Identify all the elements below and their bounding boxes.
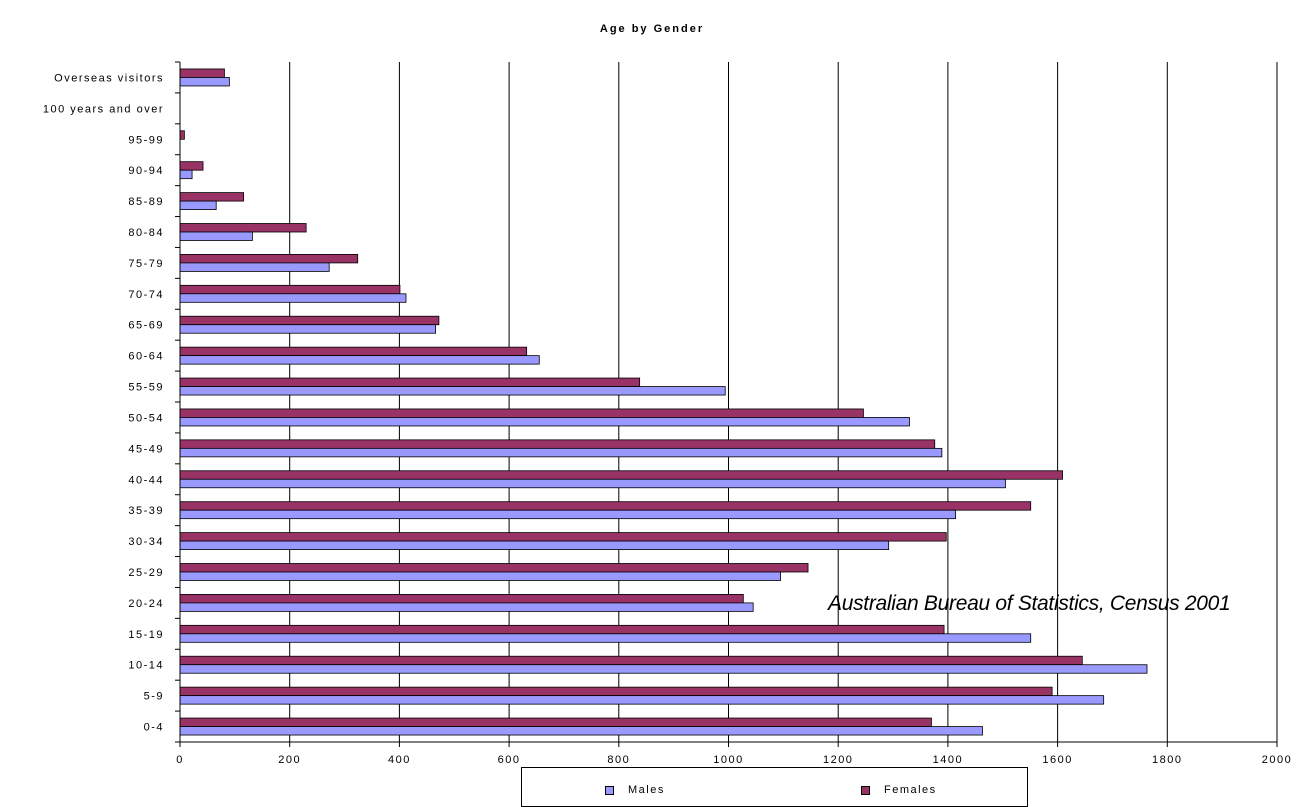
bar-females: [179, 284, 401, 295]
bar-males: [179, 324, 437, 334]
legend-label-males: Males: [628, 784, 665, 796]
bar-females: [179, 130, 185, 140]
category-label: 90-94: [128, 165, 164, 177]
category-label: 25-29: [128, 567, 164, 579]
bar-males: [179, 262, 330, 272]
legend-item-females: Females: [861, 784, 937, 796]
chart-title: Age by Gender: [599, 23, 705, 35]
legend-item-males: Males: [605, 784, 665, 796]
legend-swatch-males: [605, 785, 614, 795]
category-label: 55-59: [128, 382, 164, 394]
bar-females: [179, 501, 1032, 511]
bar-females: [179, 192, 245, 202]
bar-males: [179, 417, 910, 427]
gridlines: [289, 62, 1278, 742]
bar-males: [179, 355, 540, 365]
legend-swatch-females: [861, 785, 870, 795]
x-tick-labels: 0 200 400 600 800 1000 1200 1400 1600 1800 2000: [176, 754, 1292, 766]
x-tick-label: 800: [607, 754, 630, 766]
bar-females: [179, 377, 641, 387]
category-label: 80-84: [128, 227, 164, 239]
category-label: 10-14: [128, 660, 164, 672]
bar-females: [179, 68, 225, 78]
bar-males: [179, 664, 1148, 674]
bar-males: [179, 602, 754, 612]
bar-females: [179, 594, 744, 604]
bar-males: [179, 386, 726, 396]
category-label: 60-64: [128, 351, 164, 363]
x-tick-label: 2000: [1262, 754, 1292, 766]
bar-males: [179, 77, 230, 87]
bar-males: [179, 726, 983, 736]
x-tick-label: 1600: [1042, 754, 1072, 766]
legend: Males Females: [521, 767, 1028, 807]
category-label: 70-74: [128, 289, 164, 301]
bar-males: [179, 200, 217, 210]
bar-females: [179, 563, 809, 573]
bar-females: [179, 161, 204, 171]
category-label: 75-79: [128, 258, 164, 270]
bar-males: [179, 509, 956, 520]
category-label: 50-54: [128, 412, 164, 424]
legend-label-females: Females: [884, 784, 937, 796]
x-tick-label: 1800: [1152, 754, 1182, 766]
bar-females: [179, 717, 932, 727]
bar-females: [179, 439, 936, 449]
bar-males: [179, 169, 193, 180]
bar-males: [179, 478, 1006, 489]
category-label: 0-4: [144, 722, 164, 734]
category-label: 45-49: [128, 443, 164, 455]
x-tick-label: 200: [278, 754, 301, 766]
x-tick-label: 1200: [823, 754, 853, 766]
source-annotation: Australian Bureau of Statistics, Census …: [828, 592, 1231, 615]
category-label: Overseas visitors: [54, 72, 164, 84]
bar-males: [179, 447, 943, 458]
bar-males: [179, 695, 1105, 705]
category-label: 5-9: [144, 691, 164, 703]
bar-males: [179, 540, 890, 550]
bar-females: [179, 686, 1053, 697]
bar-females: [179, 254, 359, 264]
category-label: 35-39: [128, 505, 164, 517]
axes: [175, 61, 1278, 747]
bar-females: [179, 346, 528, 357]
category-labels: 0-4 5-9 10-14 15-19 20-24 25-29 30-34 35-39 40-4…: [43, 72, 164, 734]
bars: [179, 68, 1148, 736]
x-tick-label: 600: [498, 754, 521, 766]
bar-females: [179, 315, 440, 326]
x-tick-label: 400: [388, 754, 411, 766]
bar-males: [179, 633, 1032, 643]
x-tick-label: 0: [176, 754, 184, 766]
category-label: 15-19: [128, 629, 164, 641]
bar-females: [179, 532, 947, 542]
x-tick-label: 1400: [933, 754, 963, 766]
bar-females: [179, 624, 945, 635]
bar-females: [179, 223, 307, 233]
x-tick-label: 1000: [713, 754, 743, 766]
bar-males: [179, 231, 253, 241]
category-label: 40-44: [128, 474, 164, 486]
category-label: 100 years and over: [43, 103, 164, 115]
category-label: 20-24: [128, 598, 164, 610]
bar-males: [179, 571, 782, 581]
bar-females: [179, 408, 864, 418]
category-label: 85-89: [128, 196, 164, 208]
category-label: 30-34: [128, 536, 164, 548]
bar-males: [179, 293, 407, 303]
bar-females: [179, 655, 1083, 666]
bar-females: [179, 470, 1063, 480]
category-label: 95-99: [128, 134, 164, 146]
category-label: 65-69: [128, 320, 164, 332]
